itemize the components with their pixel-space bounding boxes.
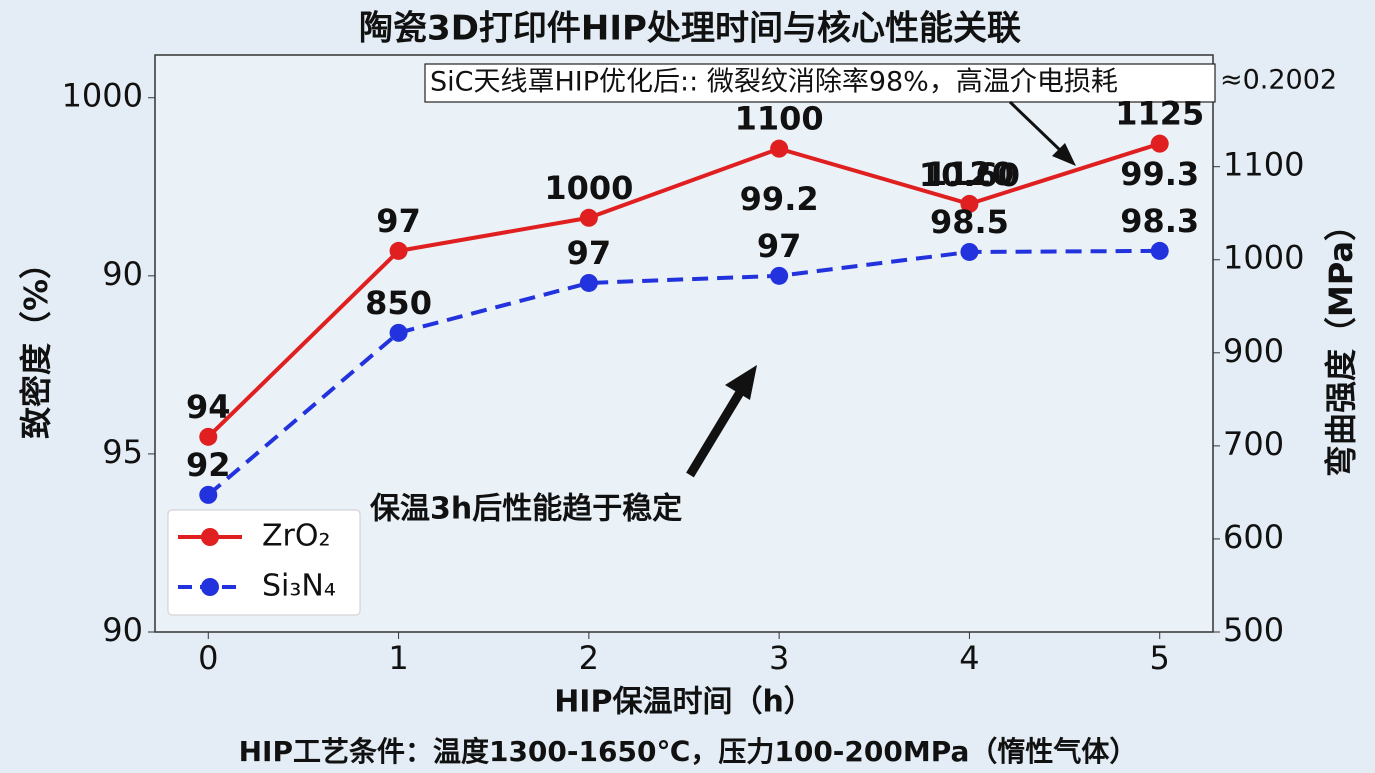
data-point — [960, 242, 979, 261]
annotation: 99.2 — [740, 180, 819, 218]
arrow-shaft — [686, 386, 746, 478]
series-line — [206, 141, 1161, 439]
data-label: 97 — [567, 234, 612, 272]
data-point — [199, 427, 218, 446]
data-point — [579, 208, 598, 227]
data-point — [1150, 241, 1169, 260]
data-label: 97 — [757, 227, 802, 265]
y-tick-label: 90 — [102, 611, 143, 649]
data-point — [389, 241, 408, 260]
data-point — [770, 266, 789, 285]
legend-label: ZrO₂ — [262, 519, 331, 554]
note-suffix: ≈0.2002 — [1220, 65, 1337, 96]
x-tick-label: 0 — [198, 639, 218, 677]
arrow-text: 保温3h后性能趋于稳定 — [370, 492, 682, 527]
y2-tick-label: 1000 — [1223, 239, 1304, 277]
y-tick-label: 1000 — [62, 77, 143, 115]
legend-marker — [201, 528, 219, 546]
chart-title: 陶瓷3D打印件HIP处理时间与核心性能关联 — [359, 9, 1021, 49]
x-tick-label: 4 — [959, 639, 979, 677]
data-label: 98.5 — [930, 203, 1009, 241]
arrow-head — [1052, 143, 1076, 166]
data-point — [389, 323, 408, 342]
y2-tick-label: 700 — [1223, 425, 1284, 463]
footer: HIP工艺条件：温度1300-1650℃，压力100-200MPa（惰性气体） — [239, 735, 1138, 768]
arrow-head — [725, 365, 757, 400]
legend-marker — [201, 578, 219, 596]
x-axis-label: HIP保温时间（h） — [554, 685, 814, 720]
y2-tick-label: 900 — [1223, 332, 1284, 370]
series-line — [206, 248, 1160, 497]
data-label: 1120 — [925, 155, 1014, 193]
data-label: 1125 — [1115, 95, 1204, 133]
data-label: 850 — [365, 284, 432, 322]
data-label: 98.3 — [1120, 202, 1199, 240]
data-point — [579, 273, 598, 292]
note: SiC天线罩HIP优化后:: 微裂纹消除率98%，高温介电损耗 — [430, 67, 1118, 98]
data-label: 92 — [186, 446, 231, 484]
y2-tick-label: 500 — [1223, 611, 1284, 649]
data-label: 97 — [376, 202, 421, 240]
x-tick-label: 3 — [769, 639, 789, 677]
y2-tick-label: 1100 — [1223, 146, 1304, 184]
x-tick-label: 5 — [1150, 639, 1170, 677]
y2-tick-label: 600 — [1223, 518, 1284, 556]
y2-axis-label: 弯曲强度（MPa） — [1322, 209, 1360, 477]
y-tick-label: 95 — [102, 433, 143, 471]
y-axis-label: 致密度（%） — [17, 247, 55, 439]
x-tick-label: 2 — [579, 639, 599, 677]
data-point — [199, 485, 218, 504]
data-label: 94 — [186, 388, 231, 426]
annotation: 10.60 — [919, 156, 1020, 194]
legend-label: Si₃N₄ — [262, 569, 336, 604]
annotation: 99.3 — [1120, 155, 1199, 193]
y-tick-label: 90 — [102, 255, 143, 293]
data-label: 1100 — [735, 100, 824, 138]
data-label: 1000 — [544, 169, 633, 207]
note-box — [424, 63, 1216, 103]
arrow-shaft — [1008, 100, 1064, 154]
data-point — [1150, 134, 1169, 153]
data-point — [770, 139, 789, 158]
x-tick-label: 1 — [388, 639, 408, 677]
data-point — [960, 194, 979, 213]
